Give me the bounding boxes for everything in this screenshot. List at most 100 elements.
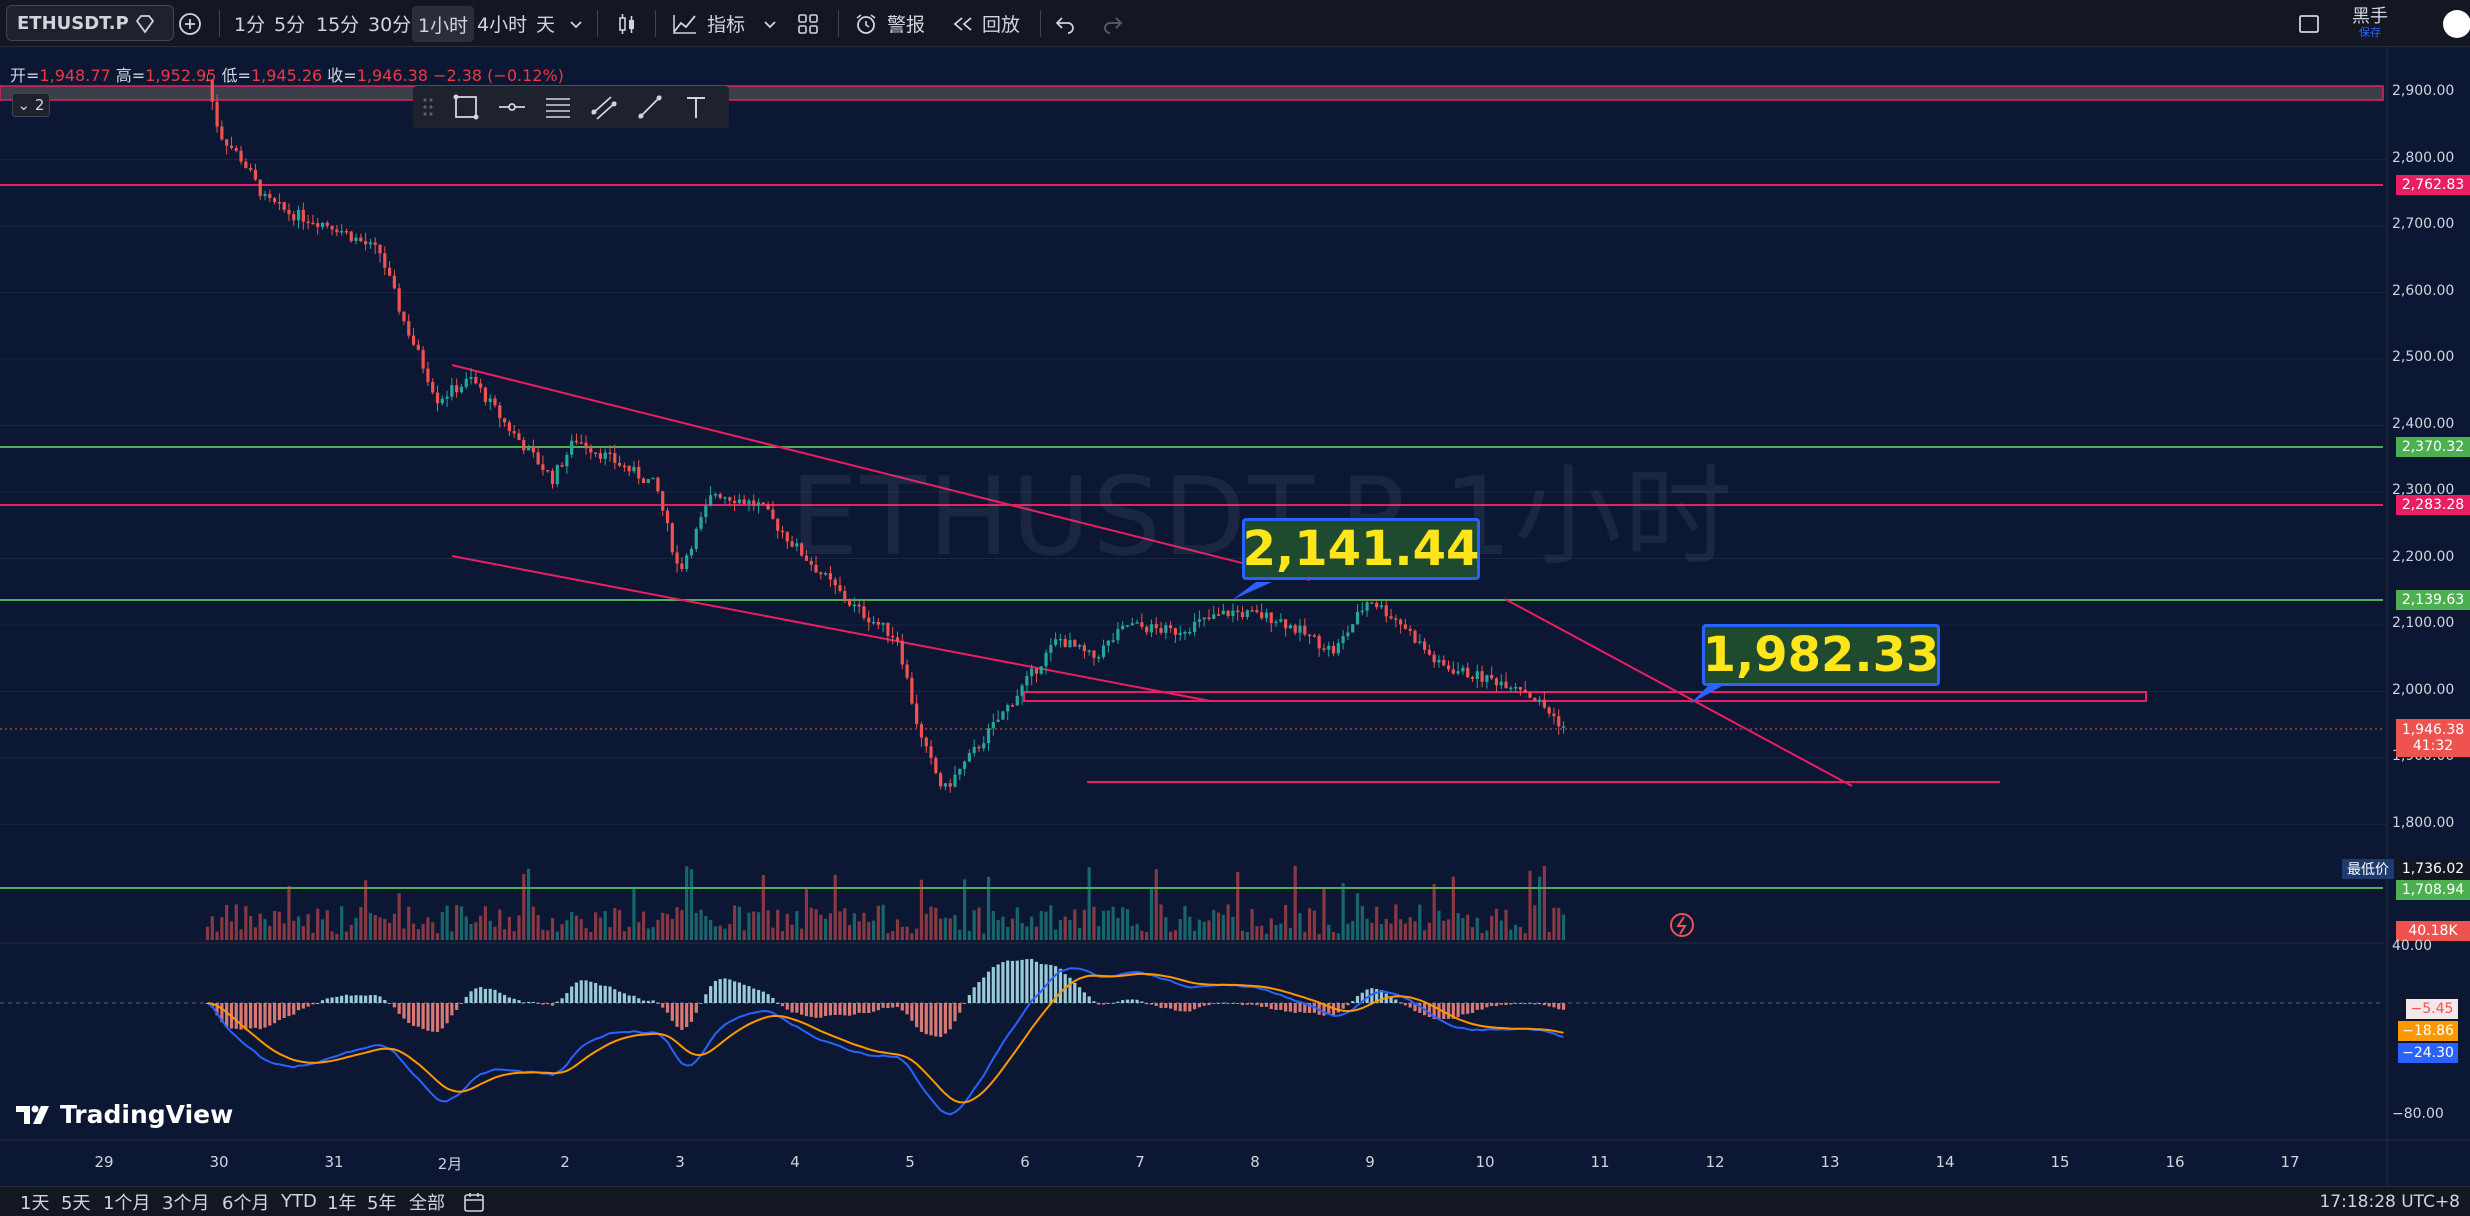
macd-hist-bar: [1054, 966, 1058, 1003]
volume-bar: [780, 931, 785, 940]
macd-hist-bar: [1403, 1003, 1408, 1006]
lightning-icon[interactable]: [1670, 913, 1694, 937]
timeframe-1h[interactable]: 1小时: [412, 6, 475, 42]
candle-body: [1188, 631, 1192, 634]
drag-handle-icon[interactable]: [413, 86, 443, 128]
lowest-price-label: 1,736.02: [2396, 859, 2470, 879]
trend-line-tool-icon[interactable]: [627, 86, 673, 128]
range-5y[interactable]: 5年: [367, 1192, 397, 1214]
trend-channel-tool-icon[interactable]: [581, 86, 627, 128]
candle-body: [1264, 612, 1269, 619]
save-layout-button[interactable]: 黑手 保存: [2352, 0, 2388, 47]
candle-style-icon[interactable]: [614, 0, 640, 47]
candle-body: [1355, 611, 1360, 625]
timeframe-4h[interactable]: 4小时: [477, 14, 528, 36]
candle-body: [1250, 610, 1254, 612]
volume-bar: [555, 931, 559, 940]
macd-hist-bar: [407, 1003, 411, 1024]
macd-hist-bar: [1279, 1003, 1283, 1010]
volume-bar: [838, 911, 842, 940]
range-all[interactable]: 全部: [409, 1192, 445, 1214]
chevron-down-icon[interactable]: [568, 0, 584, 47]
volume-bar: [1312, 910, 1316, 940]
level-label-1708: 1,708.94: [2396, 880, 2470, 900]
range-1m[interactable]: 1个月: [103, 1192, 151, 1214]
volume-bar: [824, 918, 828, 940]
macd-hist-bar: [450, 1003, 454, 1016]
lowest-price-title: 最低价: [2342, 859, 2394, 879]
volume-label: 40.18K: [2396, 921, 2470, 941]
volume-bar: [512, 931, 516, 940]
volume-bar: [287, 885, 291, 940]
macd-hist-bar: [766, 994, 770, 1003]
ohlc-legend: 开=1,948.77 高=1,952.95 低=1,945.26 收=1,946…: [10, 66, 564, 85]
symbol-search[interactable]: ETHUSDT.P: [6, 5, 174, 41]
candle-body: [229, 145, 234, 148]
macd-hist-bar: [603, 985, 607, 1003]
indicator-collapse-button[interactable]: ⌄ 2: [12, 93, 50, 117]
range-ytd[interactable]: YTD: [281, 1191, 317, 1212]
chevron-down-icon[interactable]: [762, 0, 778, 47]
alert-button[interactable]: 警报: [853, 0, 925, 47]
volume-bar: [325, 910, 329, 940]
macd-hist-bar: [905, 1003, 909, 1015]
candle-body: [991, 722, 995, 729]
layout-grid-icon[interactable]: [796, 0, 820, 47]
macd-hist-bar: [268, 1003, 272, 1026]
timeframe-1m[interactable]: 1分: [234, 14, 266, 36]
candle-body: [1063, 638, 1067, 648]
candle-body: [296, 209, 301, 221]
utc-clock[interactable]: 17:18:28 UTC+8: [2319, 1191, 2460, 1212]
indicators-button[interactable]: 指标: [671, 0, 745, 47]
volume-bar: [1130, 925, 1134, 940]
candle-body: [373, 242, 377, 245]
price-callout-2141[interactable]: 2,141.44: [1242, 518, 1480, 580]
channel-upper-line: [451, 364, 1311, 581]
undo-icon[interactable]: [1053, 0, 1077, 47]
macd-hist-bar: [1245, 1003, 1249, 1005]
candle-body: [541, 464, 545, 471]
volume-bar: [1490, 915, 1494, 940]
watchlist-diamond-icon[interactable]: [132, 0, 158, 47]
volume-bar: [1317, 933, 1321, 940]
candle-body: [1140, 622, 1144, 627]
price-callout-1982[interactable]: 1,982.33: [1702, 624, 1940, 686]
volume-bar: [1303, 931, 1307, 940]
text-tool-icon[interactable]: [673, 86, 719, 128]
macd-hist-bar: [1207, 1003, 1211, 1006]
timeframe-15m[interactable]: 15分: [316, 14, 360, 36]
macd-hist-bar: [1542, 1003, 1546, 1006]
candle-body: [747, 500, 751, 504]
tradingview-logo[interactable]: TradingView: [16, 1100, 233, 1129]
range-3m[interactable]: 3个月: [162, 1192, 210, 1214]
add-symbol-icon[interactable]: [177, 0, 203, 47]
macd-hist-bar: [886, 1003, 890, 1009]
price-chart[interactable]: [0, 0, 2470, 1186]
macd-hist-bar: [220, 1003, 224, 1023]
volume-bar: [910, 933, 914, 940]
horizontal-ray-tool-icon[interactable]: [489, 86, 535, 128]
range-1d[interactable]: 1天: [20, 1192, 50, 1214]
volume-bar: [1284, 904, 1288, 940]
range-6m[interactable]: 6个月: [222, 1192, 270, 1214]
volume-bar: [383, 918, 387, 940]
rectangle-tool-icon[interactable]: [443, 86, 489, 128]
volume-bar: [1331, 932, 1336, 940]
candle-body: [627, 465, 631, 472]
fib-tool-icon[interactable]: [535, 86, 581, 128]
timeframe-5m[interactable]: 5分: [274, 14, 306, 36]
avatar[interactable]: [2443, 0, 2470, 47]
macd-hist-bar: [637, 998, 641, 1003]
replay-button[interactable]: 回放: [950, 0, 1020, 47]
calendar-icon[interactable]: [462, 1187, 486, 1216]
fullscreen-icon[interactable]: [2296, 0, 2322, 47]
volume-bar: [1202, 921, 1206, 940]
timeframe-30m[interactable]: 30分: [368, 14, 412, 36]
macd-hist-bar: [728, 979, 732, 1003]
redo-icon[interactable]: [1101, 0, 1125, 47]
timeframe-1d[interactable]: 天: [536, 14, 556, 36]
volume-bar: [800, 928, 804, 940]
range-1y[interactable]: 1年: [327, 1192, 357, 1214]
range-5d[interactable]: 5天: [61, 1192, 91, 1214]
candle-body: [1034, 668, 1039, 674]
